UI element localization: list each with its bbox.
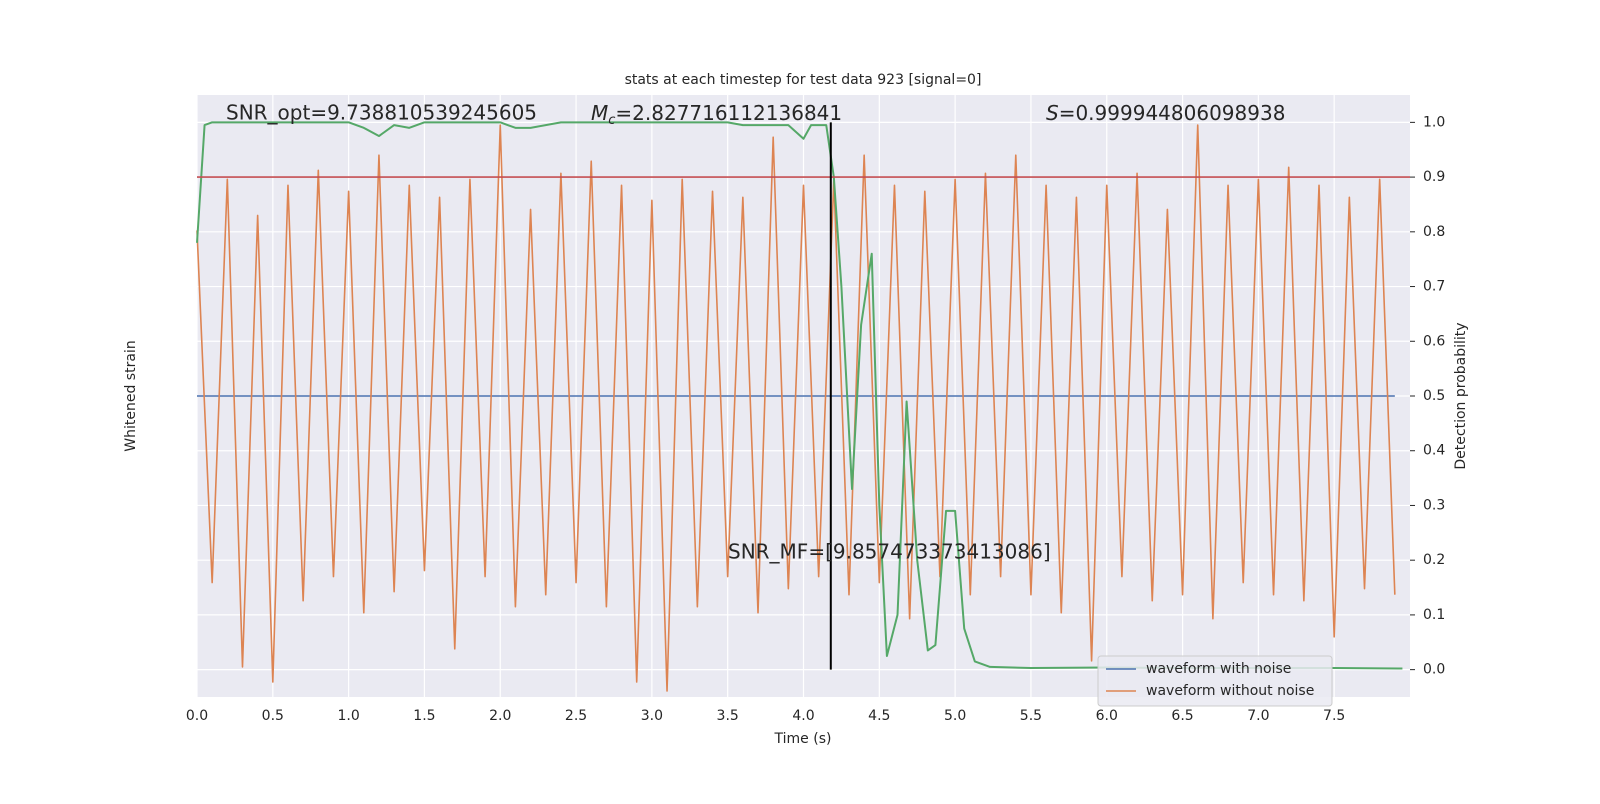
y2-tick-label: 0.3 [1423, 497, 1445, 513]
y2-tick-label: 0.9 [1423, 169, 1445, 185]
x-tick-label: 1.0 [337, 708, 359, 724]
chart-title: stats at each timestep for test data 923… [625, 72, 982, 88]
y2-tick-label: 0.6 [1423, 333, 1445, 349]
legend-box [1097, 655, 1333, 707]
annotation: S=0.999944806098938 [1046, 101, 1285, 125]
y2-tick-label: 0.2 [1423, 552, 1445, 568]
symbol: M [591, 101, 608, 125]
y2-tick-label: 0.7 [1423, 279, 1445, 295]
x-tick-label: 5.0 [944, 708, 966, 724]
annotation: SNR_opt=9.738810539245605 [226, 101, 537, 125]
x-tick-label: 6.5 [1171, 708, 1193, 724]
x-tick-label: 3.5 [717, 708, 739, 724]
y2-tick-label: 0.4 [1423, 443, 1445, 459]
y2-tick-label: 0.5 [1423, 388, 1445, 404]
annotation-text: =0.999944806098938 [1059, 101, 1286, 125]
symbol: S [1046, 101, 1059, 125]
x-tick-label: 0.0 [186, 708, 208, 724]
x-tick-label: 7.5 [1323, 708, 1345, 724]
data-line [196, 121, 1403, 670]
x-tick-label: 4.0 [792, 708, 814, 724]
y2-tick-label: 0.1 [1423, 607, 1445, 623]
x-axis-label: Time (s) [774, 731, 832, 747]
y2-tick-label: 0.8 [1423, 224, 1445, 240]
y-axis-label: Whitened strain [123, 340, 139, 451]
annotation: Mc=2.827716112136841 [591, 101, 842, 128]
x-tick-label: 4.5 [868, 708, 890, 724]
annotation: SNR_MF=[9.857473373413086] [728, 540, 1051, 564]
x-tick-label: 1.5 [413, 708, 435, 724]
x-tick-label: 6.0 [1096, 708, 1118, 724]
y2-tick-label: 1.0 [1423, 114, 1445, 130]
legend-label: waveform without noise [1146, 683, 1314, 699]
x-tick-label: 5.5 [1020, 708, 1042, 724]
y2-axis-label: Detection probability [1453, 322, 1469, 469]
x-tick-label: 2.5 [565, 708, 587, 724]
legend: waveform with noise waveform without nois… [1097, 655, 1333, 707]
data-line [196, 124, 1396, 692]
x-tick-label: 3.0 [641, 708, 663, 724]
x-tick-label: 0.5 [262, 708, 284, 724]
subscript: c [608, 113, 615, 128]
x-tick-label: 2.0 [489, 708, 511, 724]
legend-label: waveform with noise [1146, 661, 1291, 677]
y2-tick-label: 0.0 [1423, 662, 1445, 678]
x-tick-label: 7.0 [1247, 708, 1269, 724]
annotation-text: =2.827716112136841 [615, 101, 842, 125]
